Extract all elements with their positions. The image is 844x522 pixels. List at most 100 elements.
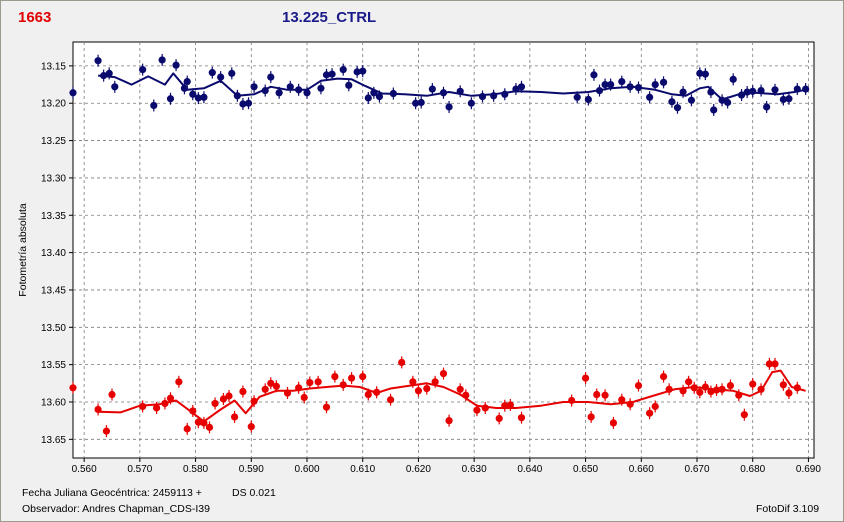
red-data-point <box>359 372 367 381</box>
blue-data-point <box>250 83 258 91</box>
red-data-point <box>785 389 793 397</box>
blue-data-point <box>105 69 113 77</box>
y-tick-label: 13.30 <box>41 173 66 184</box>
blue-series <box>69 53 810 116</box>
red-data-point <box>211 399 219 408</box>
red-data-point <box>593 390 601 399</box>
red-data-point <box>183 425 191 433</box>
red-data-point <box>194 418 202 426</box>
blue-data-point <box>749 87 757 95</box>
red-data-point <box>373 388 381 396</box>
y-tick-label: 13.50 <box>41 323 66 334</box>
blue-data-point <box>517 83 526 91</box>
blue-data-point <box>456 87 464 95</box>
blue-data-point <box>158 56 166 64</box>
blue-data-point <box>364 94 372 102</box>
date-label: Fecha Juliana Geocéntrica: 2459113 + <box>22 487 202 499</box>
blue-data-point <box>389 89 397 98</box>
blue-data-point <box>743 88 751 96</box>
blue-data-point <box>150 101 158 110</box>
red-data-point <box>634 381 643 390</box>
red-data-point <box>501 402 509 410</box>
plot-area <box>72 41 815 459</box>
blue-data-point <box>512 85 520 93</box>
blue-data-point <box>573 93 581 101</box>
x-tick-label: 0.620 <box>406 464 431 475</box>
blue-data-point <box>793 85 801 93</box>
red-data-point <box>267 379 275 387</box>
blue-data-point <box>370 89 378 97</box>
blue-data-point <box>94 57 102 65</box>
red-data-point <box>618 396 626 404</box>
blue-data-point <box>69 89 77 97</box>
blue-data-point <box>718 96 726 104</box>
x-tick-label: 0.640 <box>517 464 542 475</box>
red-data-point <box>749 380 757 388</box>
blue-data-point <box>501 90 509 98</box>
red-data-point <box>283 389 292 397</box>
blue-data-point <box>607 80 615 89</box>
blue-data-point <box>618 77 626 86</box>
x-tick-label: 0.610 <box>350 464 375 475</box>
blue-data-point <box>139 66 147 74</box>
blue-data-point <box>478 92 487 101</box>
red-data-point <box>102 427 111 435</box>
red-data-point <box>581 374 590 382</box>
blue-data-point <box>626 83 634 91</box>
red-data-point <box>609 419 618 427</box>
blue-data-point <box>590 71 598 79</box>
red-data-point <box>200 419 208 427</box>
blue-data-point <box>183 77 191 86</box>
blue-data-point <box>328 70 336 78</box>
x-tick-label: 0.670 <box>684 464 709 475</box>
x-tick-label: 0.580 <box>183 464 208 475</box>
blue-data-point <box>439 89 448 97</box>
red-data-point <box>701 383 709 391</box>
blue-data-point <box>228 69 236 77</box>
red-data-point <box>735 391 743 399</box>
red-data-point <box>108 390 116 399</box>
red-data-point <box>665 385 673 393</box>
red-data-point <box>685 378 693 386</box>
x-tick-label: 0.680 <box>740 464 765 475</box>
blue-data-point <box>353 68 361 76</box>
red-data-point <box>718 385 726 393</box>
y-tick-label: 13.35 <box>41 211 66 222</box>
x-tick-label: 0.590 <box>239 464 264 475</box>
blue-data-point <box>295 86 303 94</box>
blue-data-point <box>659 78 668 86</box>
red-data-point <box>261 385 269 393</box>
blue-data-point <box>679 88 687 96</box>
blue-data-point <box>687 96 696 104</box>
red-data-point <box>473 406 481 414</box>
blue-data-point <box>467 99 475 107</box>
x-tick-label: 0.650 <box>573 464 598 475</box>
blue-data-point <box>584 95 592 104</box>
blue-data-point <box>172 61 180 69</box>
x-tick-label: 0.660 <box>629 464 654 475</box>
blue-data-point <box>111 83 119 91</box>
red-data-point <box>409 378 417 386</box>
red-data-point <box>601 391 609 399</box>
blue-data-point <box>651 80 659 89</box>
y-tick-label: 13.40 <box>41 248 66 259</box>
object-id-label: 1663 <box>18 9 52 26</box>
blue-data-point <box>428 85 436 93</box>
x-tick-label: 0.630 <box>462 464 487 475</box>
red-data-point <box>300 393 308 402</box>
red-data-point <box>771 360 779 368</box>
y-tick-label: 13.60 <box>41 397 66 408</box>
red-data-point <box>152 404 161 412</box>
blue-trend-line <box>98 72 806 101</box>
x-tick-label: 0.560 <box>72 464 97 475</box>
blue-data-point <box>261 86 269 95</box>
y-tick-label: 13.65 <box>41 435 66 446</box>
blue-data-point <box>317 84 325 92</box>
chart-title: 13.225_CTRL <box>282 9 377 26</box>
x-tick-label: 0.570 <box>127 464 152 475</box>
red-data-point <box>651 402 659 411</box>
red-data-point <box>707 387 715 396</box>
observer-label: Observador: Andres Chapman_CDS-I39 <box>22 503 210 515</box>
red-data-point <box>462 391 470 399</box>
